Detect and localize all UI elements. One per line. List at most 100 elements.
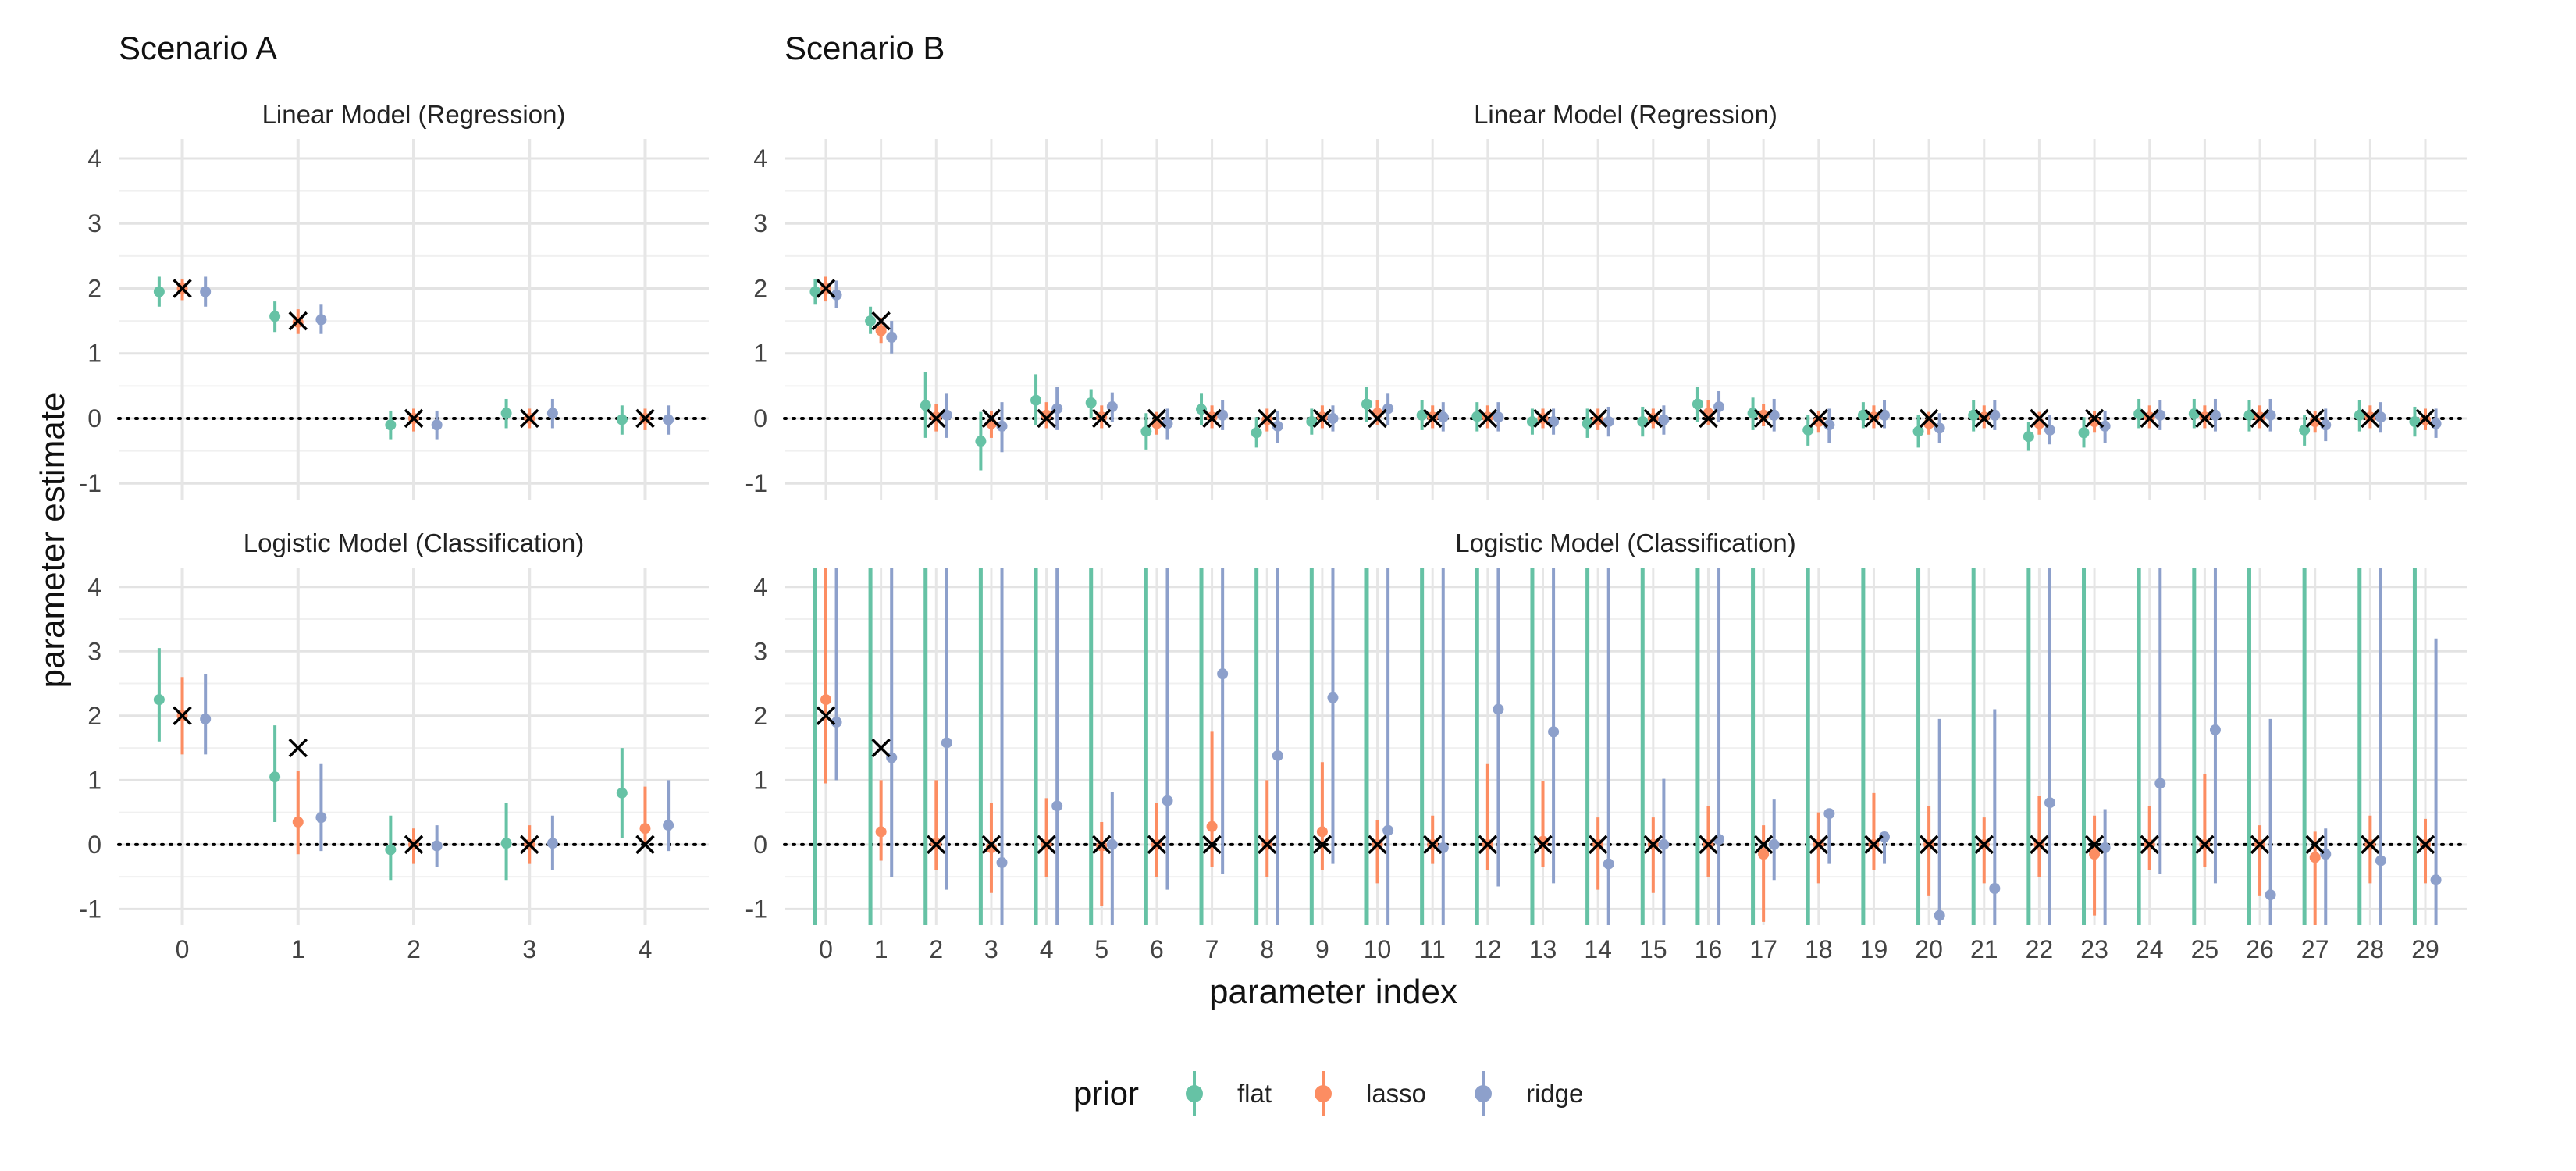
y-axis-title: parameter estimate [34, 392, 72, 688]
true-value-marker [1643, 835, 1663, 855]
legend: prior flat lasso ridge [1073, 1071, 1583, 1116]
true-value-marker [1974, 408, 1994, 429]
ridge-point-estimate [1493, 703, 1504, 715]
x-tick-label: 6 [1150, 935, 1164, 963]
lasso-point-estimate [2089, 416, 2101, 428]
true-value-marker [871, 311, 891, 331]
true-value-marker [1312, 835, 1332, 855]
panel-title: Logistic Model (Classification) [1455, 529, 1796, 557]
true-value-stroke [2030, 408, 2049, 429]
true-value-stroke [1368, 835, 1387, 855]
true-value-stroke [2415, 835, 2435, 855]
x-tick-label: 23 [2080, 935, 2108, 963]
ridge-point-estimate [546, 838, 558, 849]
true-value-stroke [2250, 408, 2270, 429]
true-value-marker [2250, 835, 2270, 855]
true-value-stroke [173, 706, 192, 726]
x-tick-label: 8 [1260, 935, 1274, 963]
true-value-stroke [519, 835, 539, 855]
true-value-marker [1202, 408, 1222, 429]
true-value-marker [816, 706, 836, 726]
lasso-point-estimate [1813, 416, 1824, 428]
true-value-marker [927, 408, 946, 429]
flat-point-estimate [1361, 398, 1372, 410]
true-value-marker [1258, 408, 1277, 429]
true-value-stroke [1092, 835, 1112, 855]
ridge-point-estimate [2154, 778, 2166, 789]
y-tick-label: 2 [87, 274, 101, 302]
ridge-point-estimate [1382, 824, 1394, 836]
true-value-marker [1919, 835, 1939, 855]
y-tick-label: 0 [87, 404, 101, 432]
true-value-marker [2140, 408, 2159, 429]
true-value-marker [404, 408, 424, 429]
true-value-stroke [2415, 408, 2435, 429]
ridge-point-estimate [1989, 882, 2001, 894]
ridge-point-estimate [200, 286, 212, 297]
true-value-marker [1092, 835, 1112, 855]
ridge-point-estimate [1437, 411, 1449, 423]
true-value-marker [1478, 835, 1498, 855]
flat-point-estimate [153, 286, 165, 297]
lasso-point-estimate [875, 826, 887, 838]
x-tick-label: 28 [2357, 935, 2385, 963]
true-value-marker [2361, 408, 2380, 429]
x-tick-label: 7 [1205, 935, 1219, 963]
true-value-stroke [1422, 835, 1443, 855]
true-value-stroke [1037, 408, 1056, 429]
panel-3: Logistic Model (Classification) -1 0 1 2 3 4 0 1… [80, 529, 710, 963]
x-tick-label: 3 [984, 935, 998, 963]
ridge-point-estimate [1327, 412, 1339, 424]
ridge-point-estimate [1162, 795, 1173, 806]
ridge-point-estimate [546, 408, 558, 419]
true-value-marker [635, 835, 655, 855]
true-value-stroke [981, 835, 1002, 855]
true-value-stroke [1202, 408, 1222, 429]
lasso-point-estimate [1041, 409, 1052, 421]
true-value-stroke [871, 311, 891, 331]
y-tick-label: 2 [753, 274, 767, 302]
true-value-marker [1422, 408, 1443, 429]
x-tick-label: 20 [1915, 935, 1943, 963]
x-tick-label: 0 [819, 935, 833, 963]
true-value-stroke [1478, 835, 1498, 855]
true-value-stroke [1753, 835, 1774, 855]
x-tick-label: 24 [2136, 935, 2164, 963]
y-tick-label: -1 [745, 895, 767, 923]
y-tick-label: 4 [87, 573, 101, 601]
ridge-point-estimate [1051, 800, 1063, 812]
ridge-point-estimate [200, 713, 212, 724]
ridge-point-estimate [1768, 838, 1780, 850]
true-value-marker [635, 408, 655, 429]
y-tick-label: 1 [753, 340, 767, 368]
y-tick-label: 1 [753, 766, 767, 794]
lasso-point-estimate [2309, 416, 2321, 428]
flat-point-estimate [2023, 431, 2034, 443]
x-tick-label: 0 [176, 935, 190, 963]
y-tick-label: 3 [753, 209, 767, 237]
panel-2: Linear Model (Regression) -1 0 1 2 3 4 [745, 100, 2468, 500]
flat-point-estimate [269, 311, 281, 322]
true-value-stroke [2361, 408, 2380, 429]
true-value-marker [1974, 835, 1994, 855]
x-tick-label: 14 [1584, 935, 1612, 963]
ridge-point-estimate [315, 812, 327, 824]
true-value-stroke [2140, 408, 2159, 429]
true-value-stroke [288, 738, 308, 758]
x-tick-label: 4 [1040, 935, 1054, 963]
ridge-point-estimate [1823, 808, 1835, 820]
panel-1: Linear Model (Regression) -1 0 1 2 3 4 [80, 100, 710, 500]
ridge-point-estimate [1272, 420, 1283, 432]
true-value-marker [2195, 408, 2215, 429]
x-axis-title: parameter index [1209, 973, 1457, 1011]
true-value-stroke [1422, 408, 1443, 429]
true-value-marker [1753, 835, 1774, 855]
true-value-marker [1478, 408, 1498, 429]
ridge-point-estimate [1658, 414, 1670, 425]
true-value-marker [519, 408, 539, 429]
ridge-point-estimate [2375, 855, 2386, 867]
true-value-stroke [981, 408, 1002, 429]
y-tick-label: 1 [87, 340, 101, 368]
true-value-marker [871, 738, 891, 758]
